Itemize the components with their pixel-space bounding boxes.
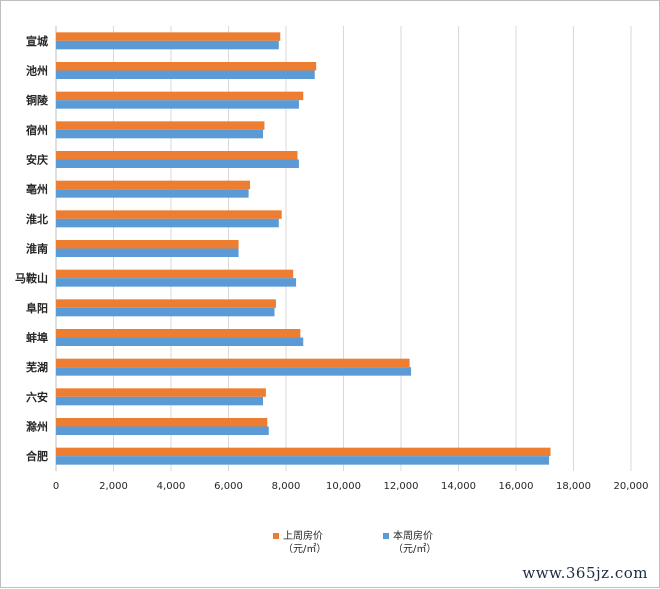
category-label: 淮北 — [26, 212, 48, 226]
x-tick-label: 10,000 — [326, 481, 361, 492]
bar-last-week — [56, 151, 298, 160]
category-label: 淮南 — [26, 242, 48, 256]
bar-last-week — [56, 240, 239, 249]
bar-last-week — [56, 359, 410, 368]
bar-this-week — [56, 219, 279, 228]
category-label: 安庆 — [26, 153, 48, 167]
category-label: 阜阳 — [26, 301, 48, 315]
x-tick-label: 18,000 — [556, 481, 591, 492]
x-tick-label: 16,000 — [499, 481, 534, 492]
category-label: 蚌埠 — [26, 331, 48, 345]
bar-this-week — [56, 367, 411, 376]
category-label: 滁州 — [26, 420, 48, 434]
watermark: www.365jz.com — [522, 564, 648, 582]
bar-last-week — [56, 62, 316, 71]
x-tick-label: 6,000 — [214, 481, 243, 492]
bar-last-week — [56, 448, 551, 457]
category-label: 马鞍山 — [15, 271, 48, 285]
bar-last-week — [56, 181, 250, 190]
legend-label: 本周房价 — [393, 529, 433, 542]
legend-unit: （元/㎡） — [393, 543, 436, 555]
category-label: 芜湖 — [26, 360, 48, 374]
bar-this-week — [56, 308, 275, 317]
bar-this-week — [56, 456, 549, 465]
bar-last-week — [56, 210, 282, 219]
bar-this-week — [56, 100, 299, 109]
bar-this-week — [56, 160, 299, 169]
bar-this-week — [56, 130, 263, 139]
x-tick-label: 12,000 — [384, 481, 419, 492]
bar-last-week — [56, 92, 303, 101]
bar-last-week — [56, 270, 293, 279]
bar-last-week — [56, 32, 280, 41]
bar-this-week — [56, 397, 263, 406]
x-tick-label: 14,000 — [441, 481, 476, 492]
legend-unit: （元/㎡） — [283, 543, 326, 555]
bar-this-week — [56, 338, 303, 347]
bar-last-week — [56, 418, 267, 427]
bar-this-week — [56, 189, 249, 198]
bar-this-week — [56, 41, 279, 50]
category-label: 合肥 — [26, 449, 48, 463]
category-label: 铜陵 — [25, 93, 49, 107]
category-label: 六安 — [26, 390, 48, 404]
x-tick-label: 0 — [53, 481, 59, 492]
bar-last-week — [56, 388, 266, 397]
legend-swatch — [273, 533, 279, 539]
category-label: 池州 — [26, 64, 48, 78]
x-tick-label: 8,000 — [272, 481, 301, 492]
bar-this-week — [56, 427, 269, 436]
category-label: 宣城 — [26, 34, 48, 48]
legend-swatch — [383, 533, 389, 539]
bar-this-week — [56, 278, 296, 287]
legend-label: 上周房价 — [283, 529, 323, 542]
bar-last-week — [56, 329, 300, 338]
x-tick-label: 4,000 — [157, 481, 186, 492]
bar-this-week — [56, 71, 315, 80]
category-label: 宿州 — [26, 123, 48, 137]
bar-last-week — [56, 121, 264, 130]
x-tick-label: 20,000 — [614, 481, 649, 492]
x-tick-label: 2,000 — [99, 481, 128, 492]
bar-this-week — [56, 249, 239, 258]
category-label: 亳州 — [26, 182, 48, 196]
bar-last-week — [56, 299, 276, 308]
